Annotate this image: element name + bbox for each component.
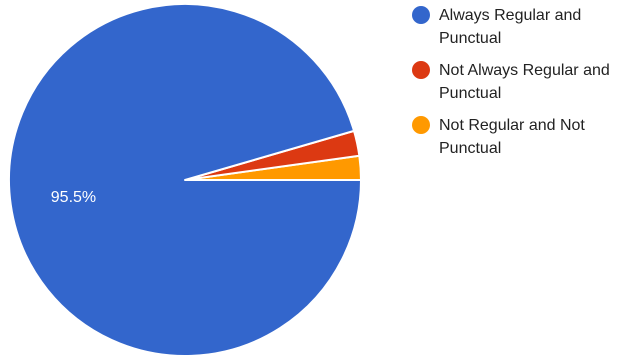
legend-label: Always Regular and Punctual	[439, 7, 582, 47]
chart-legend: Always Regular and Punctual Not Always R…	[412, 4, 617, 169]
legend-item-not-regular[interactable]: Not Regular and Not Punctual	[412, 114, 617, 160]
slice-data-label: 95.5%	[51, 189, 96, 206]
pie-slice-0[interactable]	[8, 3, 362, 357]
legend-swatch-not-always-regular	[412, 61, 430, 79]
legend-swatch-not-regular	[412, 116, 430, 134]
legend-swatch-always-regular	[412, 6, 430, 24]
legend-item-always-regular[interactable]: Always Regular and Punctual	[412, 4, 617, 50]
legend-label: Not Always Regular and Punctual	[439, 62, 610, 102]
legend-label: Not Regular and Not Punctual	[439, 117, 585, 157]
legend-item-not-always-regular[interactable]: Not Always Regular and Punctual	[412, 59, 617, 105]
